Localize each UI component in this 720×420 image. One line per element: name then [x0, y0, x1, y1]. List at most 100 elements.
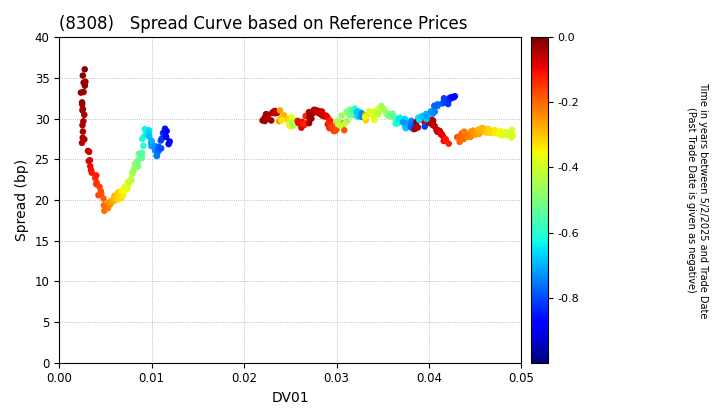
Point	[379, 106, 390, 113]
Point	[330, 128, 341, 134]
Point	[123, 180, 135, 187]
Point	[383, 113, 395, 119]
Point	[440, 137, 451, 144]
Point	[384, 111, 395, 118]
Point	[164, 138, 176, 145]
Point	[156, 145, 167, 152]
Point	[385, 113, 397, 120]
Point	[123, 178, 135, 185]
Point	[463, 134, 474, 140]
Point	[151, 152, 163, 159]
Point	[500, 131, 512, 138]
Point	[131, 159, 143, 165]
Point	[78, 79, 89, 86]
Point	[410, 124, 422, 131]
Point	[392, 120, 404, 126]
Point	[331, 119, 343, 126]
Point	[355, 113, 366, 120]
Point	[427, 122, 438, 129]
Point	[438, 95, 450, 102]
Point	[459, 130, 471, 136]
Point	[289, 121, 301, 128]
Point	[259, 118, 271, 124]
Point	[369, 116, 380, 123]
Point	[328, 128, 340, 134]
Point	[412, 124, 423, 131]
Point	[161, 134, 172, 140]
Point	[287, 123, 299, 129]
Point	[78, 118, 89, 125]
Point	[419, 123, 431, 130]
Point	[284, 120, 295, 126]
Point	[354, 110, 365, 117]
Point	[326, 125, 338, 132]
Point	[269, 109, 281, 116]
Point	[356, 110, 367, 116]
Point	[399, 116, 410, 122]
Point	[432, 102, 444, 109]
Point	[268, 108, 279, 115]
Point	[455, 134, 467, 141]
Point	[351, 108, 363, 114]
Point	[96, 190, 107, 197]
Point	[485, 129, 496, 136]
Point	[331, 118, 343, 124]
Point	[136, 155, 148, 161]
Point	[98, 202, 109, 209]
Point	[145, 143, 157, 150]
Point	[263, 111, 274, 118]
Point	[310, 108, 321, 115]
Point	[405, 122, 417, 129]
Point	[426, 108, 438, 115]
Point	[139, 126, 150, 133]
Point	[485, 129, 496, 135]
Point	[307, 110, 318, 117]
Point	[449, 93, 461, 100]
Point	[417, 113, 428, 119]
Point	[262, 114, 274, 121]
Point	[431, 126, 443, 133]
Point	[467, 127, 479, 134]
Point	[344, 106, 356, 113]
Point	[78, 136, 90, 143]
Point	[507, 132, 518, 139]
Point	[490, 130, 502, 136]
Point	[392, 120, 403, 127]
Point	[438, 100, 449, 106]
Point	[344, 107, 356, 113]
Text: (8308)   Spread Curve based on Reference Prices: (8308) Spread Curve based on Reference P…	[59, 15, 468, 33]
Point	[420, 110, 432, 117]
Point	[315, 109, 326, 116]
Point	[440, 136, 451, 143]
Point	[409, 126, 420, 132]
Point	[117, 192, 129, 199]
Point	[115, 188, 127, 195]
Point	[93, 192, 104, 199]
Point	[436, 100, 448, 107]
Point	[365, 111, 377, 118]
Point	[420, 116, 432, 122]
Point	[305, 115, 317, 122]
Point	[124, 178, 135, 184]
Point	[98, 195, 109, 202]
Point	[457, 133, 469, 139]
Point	[347, 111, 359, 118]
Point	[91, 179, 102, 186]
Point	[470, 131, 482, 138]
Point	[426, 117, 438, 123]
Point	[390, 120, 401, 127]
Point	[348, 106, 360, 113]
Point	[128, 167, 140, 173]
Point	[76, 101, 88, 108]
Point	[472, 126, 484, 133]
Point	[316, 108, 328, 115]
Point	[502, 131, 513, 138]
Point	[77, 134, 89, 141]
Point	[266, 110, 278, 116]
Point	[127, 170, 138, 176]
Point	[260, 111, 271, 118]
Point	[390, 116, 402, 123]
Point	[392, 115, 403, 122]
Point	[312, 108, 324, 114]
Point	[146, 137, 158, 144]
